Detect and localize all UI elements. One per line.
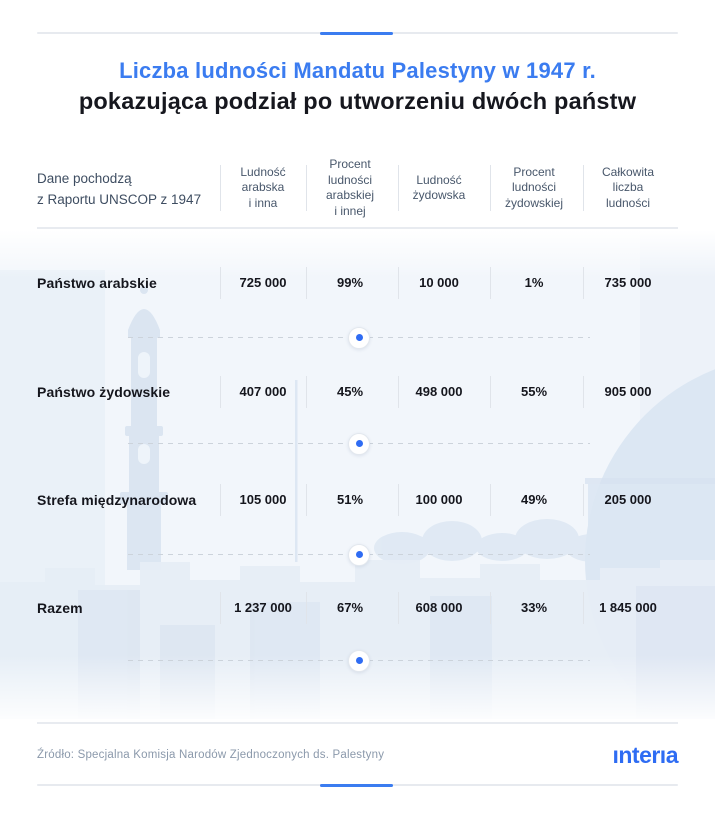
- column-separator: [490, 165, 491, 211]
- header-divider: [37, 227, 678, 229]
- separator-dot: [348, 649, 370, 672]
- column-separator: [220, 267, 221, 299]
- dotted-separator: [128, 649, 590, 672]
- footer: Źródło: Specjalna Komisja Narodów Zjedno…: [37, 736, 678, 774]
- table-row-international-zone: Strefa międzynarodowa 105 000 51% 100 00…: [0, 480, 715, 520]
- cell-arab-population: 407 000: [239, 384, 287, 399]
- cell-jewish-population: 498 000: [415, 384, 463, 399]
- column-header-total-population: Całkowita liczba ludności: [601, 164, 655, 210]
- cell-arab-percent: 67%: [336, 600, 364, 615]
- table-row-arab-state: Państwo arabskie 725 000 99% 10 000 1% 7…: [0, 263, 715, 303]
- column-separator: [398, 592, 399, 624]
- column-separator: [583, 376, 584, 408]
- column-separator: [583, 592, 584, 624]
- row-label: Państwo żydowskie: [37, 384, 171, 400]
- column-separator: [398, 267, 399, 299]
- cell-jewish-population: 10 000: [419, 275, 459, 290]
- cell-jewish-percent: 33%: [520, 600, 548, 615]
- dotted-separator: [128, 432, 590, 455]
- cell-total-population: 205 000: [604, 492, 652, 507]
- table-row-total: Razem 1 237 000 67% 608 000 33% 1 845 00…: [0, 588, 715, 628]
- cell-jewish-percent: 49%: [520, 492, 548, 507]
- cell-arab-population: 1 237 000: [234, 600, 292, 615]
- column-separator: [220, 376, 221, 408]
- cell-total-population: 905 000: [604, 384, 652, 399]
- cell-total-population: 1 845 000: [599, 600, 657, 615]
- column-separator: [490, 484, 491, 516]
- cell-arab-percent: 51%: [336, 492, 364, 507]
- column-separator: [490, 592, 491, 624]
- page-title: Liczba ludności Mandatu Palestyny w 1947…: [0, 56, 715, 117]
- row-label: Państwo arabskie: [37, 275, 157, 291]
- column-separator: [306, 592, 307, 624]
- column-separator: [220, 484, 221, 516]
- antenna-silhouette: [295, 380, 298, 562]
- tower-silhouette: [120, 286, 168, 570]
- column-separator: [398, 376, 399, 408]
- column-separator: [398, 165, 399, 211]
- cell-jewish-percent: 1%: [524, 275, 544, 290]
- row-label: Razem: [37, 600, 83, 616]
- cell-jewish-percent: 55%: [520, 384, 548, 399]
- cell-total-population: 735 000: [604, 275, 652, 290]
- column-header-jewish-percent: Procent ludności żydowskiej: [504, 164, 564, 210]
- title-line-2: pokazująca podział po utworzeniu dwóch p…: [78, 88, 637, 114]
- cell-jewish-population: 100 000: [415, 492, 463, 507]
- row-label: Strefa międzynarodowa: [37, 492, 197, 508]
- separator-dot: [348, 326, 370, 349]
- cell-arab-population: 105 000: [239, 492, 287, 507]
- cell-arab-population: 725 000: [239, 275, 287, 290]
- source-note: Źródło: Specjalna Komisja Narodów Zjedno…: [37, 749, 385, 761]
- column-separator: [583, 267, 584, 299]
- interia-logo: ınterıa: [612, 742, 678, 768]
- separator-dot: [348, 432, 370, 455]
- separator-dot: [348, 543, 370, 566]
- column-separator: [583, 165, 584, 211]
- column-separator: [490, 267, 491, 299]
- table-row-jewish-state: Państwo żydowskie 407 000 45% 498 000 55…: [0, 372, 715, 412]
- column-separator: [220, 165, 221, 211]
- column-header-arab-population: Ludność arabska i inna: [240, 164, 286, 210]
- jerusalem-watermark-image: [0, 230, 715, 719]
- footer-divider: [37, 722, 678, 724]
- column-separator: [398, 484, 399, 516]
- cell-jewish-population: 608 000: [415, 600, 463, 615]
- column-separator: [306, 376, 307, 408]
- title-line-1: Liczba ludności Mandatu Palestyny w 1947…: [119, 58, 596, 83]
- table-source-note: Dane pochodzą z Raportu UNSCOP z 1947: [37, 171, 202, 207]
- column-separator: [583, 484, 584, 516]
- column-separator: [490, 376, 491, 408]
- column-separator: [306, 267, 307, 299]
- column-header-arab-percent: Procent ludności arabskiej i innej: [325, 157, 375, 218]
- column-separator: [306, 165, 307, 211]
- cell-arab-percent: 45%: [336, 384, 364, 399]
- column-separator: [220, 592, 221, 624]
- cell-arab-percent: 99%: [336, 275, 364, 290]
- bottom-divider-accent: [320, 783, 393, 787]
- column-header-jewish-population: Ludność żydowska: [412, 172, 466, 203]
- dotted-separator: [128, 326, 590, 349]
- column-separator: [306, 484, 307, 516]
- dotted-separator: [128, 543, 590, 566]
- top-divider-accent: [320, 31, 393, 35]
